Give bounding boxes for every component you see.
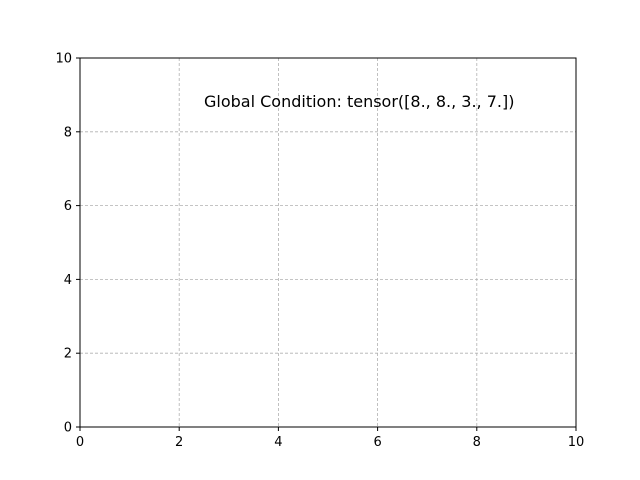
y-tick-label: 10 [55,52,72,67]
annotation-text: Global Condition: tensor([8., 8., 3., 7.… [204,92,514,111]
x-axis-ticks: 0 2 4 6 8 10 [76,427,584,450]
x-tick-label: 8 [473,435,481,450]
y-axis-ticks: 0 2 4 6 8 10 [55,52,80,436]
y-tick-label: 4 [64,273,72,288]
x-tick-label: 2 [175,435,183,450]
y-tick-label: 0 [64,421,72,436]
plot-frame [79,57,577,428]
y-tick-label: 2 [64,347,72,362]
x-tick-label: 6 [373,435,381,450]
annotation-layer: Global Condition: tensor([8., 8., 3., 7.… [204,92,514,111]
x-tick-label: 10 [568,435,585,450]
y-tick-label: 8 [64,125,72,140]
x-tick-label: 0 [76,435,84,450]
y-tick-label: 6 [64,199,72,214]
x-tick-label: 4 [274,435,282,450]
